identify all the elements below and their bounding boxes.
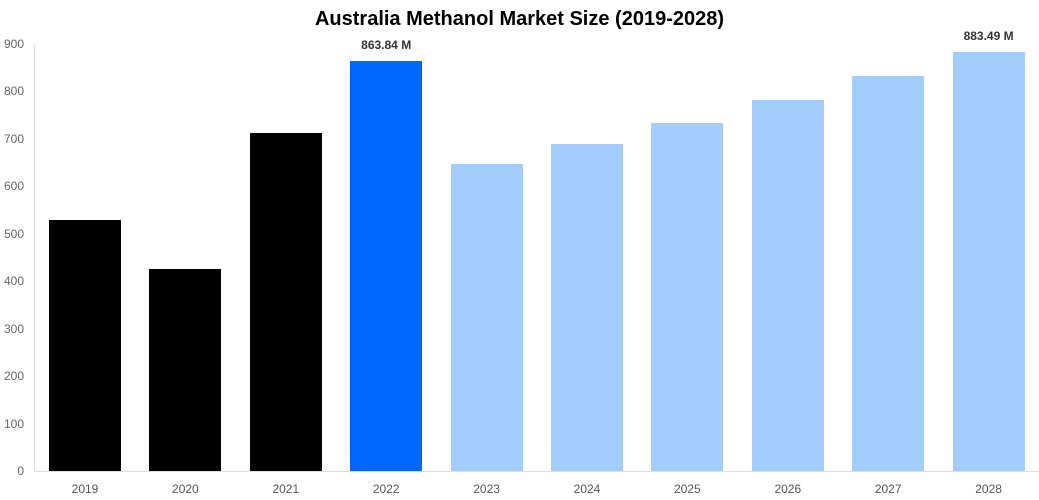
chart-title: Australia Methanol Market Size (2019-202… bbox=[314, 8, 725, 30]
x-tick-label: 2025 bbox=[674, 482, 701, 496]
x-tick-label: 2019 bbox=[71, 482, 99, 496]
bar-2023[interactable] bbox=[450, 164, 523, 471]
y-tick-label: 900 bbox=[3, 37, 24, 51]
x-axis-line bbox=[34, 471, 1039, 472]
bar-2028[interactable] bbox=[952, 51, 1025, 471]
bar-2021[interactable] bbox=[249, 133, 322, 471]
y-axis-line bbox=[34, 44, 35, 472]
y-tick-label: 300 bbox=[3, 321, 24, 336]
data-label: 863.84 M bbox=[361, 38, 412, 53]
x-tick-label: 2026 bbox=[774, 482, 802, 496]
y-tick-label: 200 bbox=[3, 369, 24, 384]
x-tick-label: 2022 bbox=[372, 482, 400, 496]
y-tick-label: 600 bbox=[3, 179, 24, 194]
x-tick-label: 2020 bbox=[172, 482, 199, 496]
bar-2025[interactable] bbox=[651, 123, 724, 471]
bar-2019[interactable] bbox=[49, 220, 121, 471]
x-tick-label: 2023 bbox=[473, 482, 500, 496]
bar-2020[interactable] bbox=[149, 268, 222, 471]
x-tick-label: 2021 bbox=[272, 482, 300, 496]
bar-2022[interactable] bbox=[350, 61, 423, 471]
data-label: 883.49 M bbox=[963, 28, 1014, 43]
y-tick-label: 400 bbox=[3, 274, 24, 289]
bar-2024[interactable] bbox=[551, 144, 623, 471]
y-tick-label: 500 bbox=[3, 226, 24, 241]
y-tick-label: 800 bbox=[3, 84, 24, 99]
x-tick-label: 2024 bbox=[573, 482, 601, 496]
bar-2027[interactable] bbox=[852, 75, 925, 471]
y-tick-label: 700 bbox=[3, 131, 24, 146]
x-tick-label: 2027 bbox=[874, 482, 902, 496]
y-tick-label: 0 bbox=[17, 464, 24, 478]
x-tick-label: 2028 bbox=[975, 482, 1002, 496]
bar-2026[interactable] bbox=[751, 99, 824, 471]
y-tick-label: 100 bbox=[3, 416, 24, 431]
